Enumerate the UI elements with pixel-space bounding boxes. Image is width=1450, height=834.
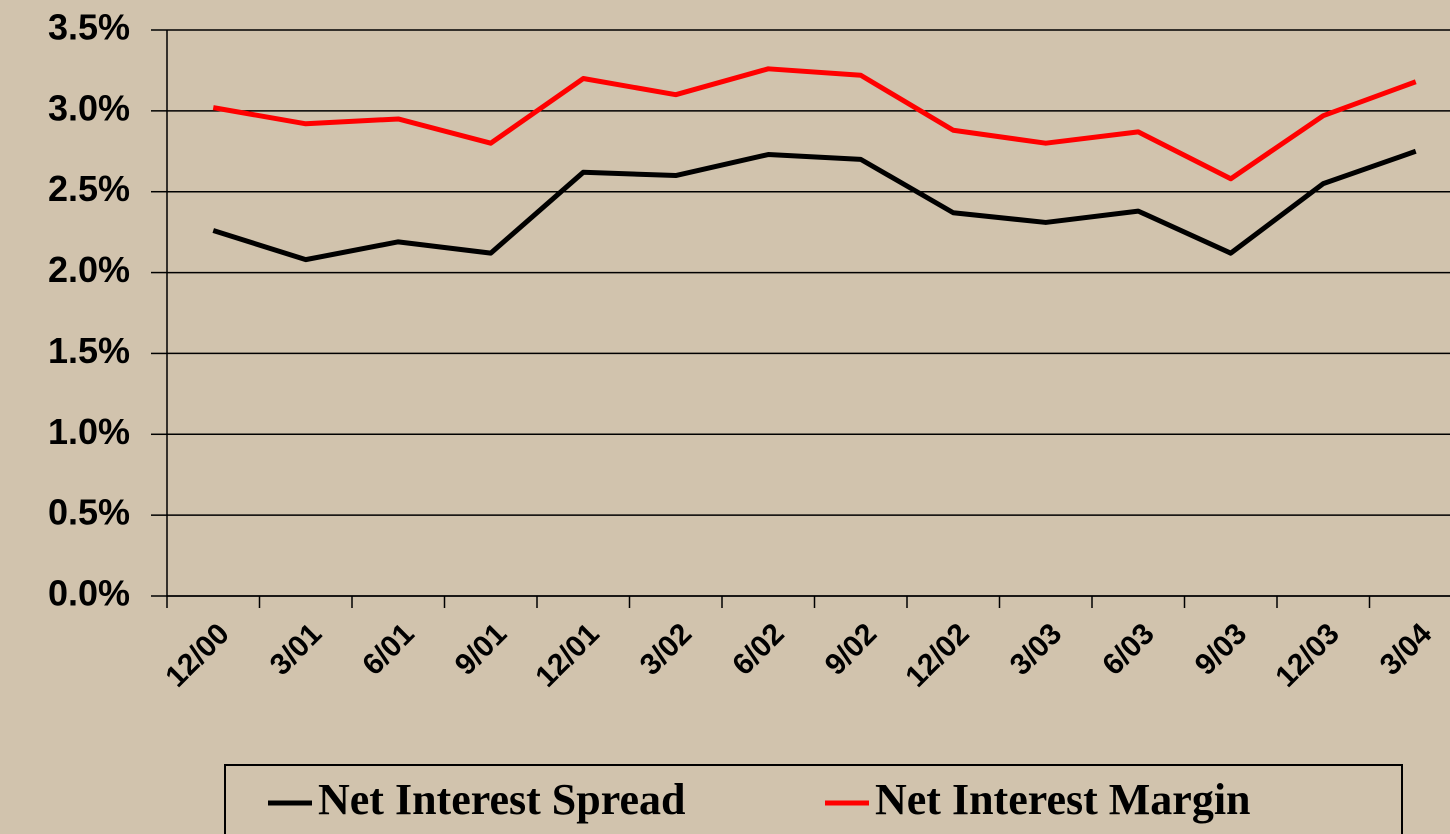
x-tick-label: 9/03 <box>1189 617 1254 682</box>
legend-label: Net Interest Spread <box>318 775 685 824</box>
line <box>212 148 1417 263</box>
x-tick-label: 12/00 <box>159 617 235 693</box>
x-tick-label: 6/02 <box>726 617 791 682</box>
y-tick-label: 1.0% <box>48 411 130 452</box>
x-tick-label: 3/04 <box>1374 617 1439 682</box>
x-tick-label: 3/01 <box>264 617 329 682</box>
legend-label: Net Interest Margin <box>875 775 1251 824</box>
x-tick-label: 12/01 <box>529 617 605 693</box>
y-tick-label: 3.0% <box>48 87 130 128</box>
x-tick-label: 9/01 <box>449 617 514 682</box>
x-tick-label: 6/01 <box>356 617 421 682</box>
x-tick-label: 3/02 <box>634 617 699 682</box>
x-tick-label: 6/03 <box>1096 617 1161 682</box>
legend <box>224 764 1403 834</box>
y-tick-label: 1.5% <box>48 330 130 371</box>
x-tick-label: 12/03 <box>1269 617 1345 693</box>
x-tick-label: 9/02 <box>819 617 884 682</box>
y-tick-label: 2.5% <box>48 168 130 209</box>
line <box>212 66 1417 182</box>
y-tick-label: 0.5% <box>48 492 130 533</box>
y-tick-label: 2.0% <box>48 249 130 290</box>
x-tick-label: 3/03 <box>1004 617 1069 682</box>
y-tick-label: 0.0% <box>48 573 130 614</box>
y-tick-label: 3.5% <box>48 7 130 48</box>
x-tick-label: 12/02 <box>899 617 975 693</box>
